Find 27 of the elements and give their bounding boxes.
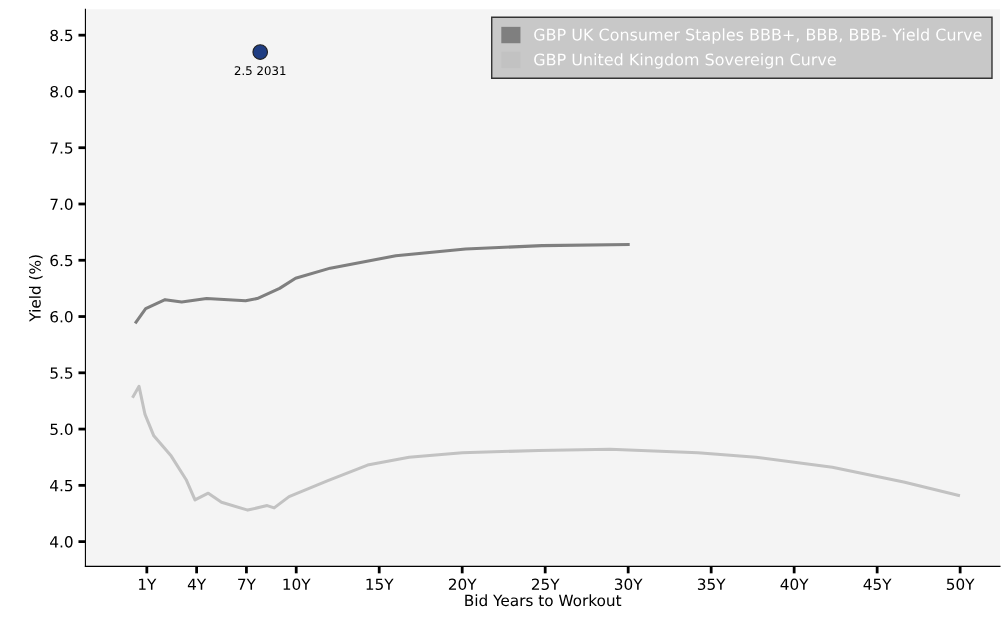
x-tick-label: 15Y (366, 578, 394, 591)
x-tick-label: 20Y (448, 578, 477, 591)
y-tick-label: 5.0 (50, 423, 73, 436)
x-tick-label: 40Y (780, 578, 809, 591)
x-tick-label: 50Y (946, 578, 975, 591)
y-tick-label: 7.5 (50, 142, 73, 154)
x-tick-label: 10Y (283, 578, 311, 591)
x-tick-label: 1Y (138, 578, 157, 590)
x-axis-title: Bid Years to Workout (465, 594, 622, 607)
x-tick-label: 35Y (697, 578, 726, 591)
y-tick-label: 8.5 (50, 29, 73, 42)
y-tick-label: 5.5 (50, 367, 73, 379)
line-series (131, 384, 961, 512)
line-series (134, 242, 630, 324)
y-tick-label: 6.5 (50, 254, 73, 267)
x-tick-label: 4Y (187, 578, 207, 590)
x-tick-label: 30Y (614, 578, 643, 591)
annotation: 2.5 2031 (234, 66, 286, 76)
y-tick-label: 4.0 (50, 536, 73, 548)
x-tick-label: 25Y (531, 578, 560, 591)
x-tick-label: 7Y (238, 578, 256, 590)
y-tick-label: 6.0 (50, 311, 73, 323)
y-axis-title: Yield (%) (28, 255, 43, 322)
x-tick-label: 45Y (863, 578, 892, 591)
y-tick-label: 4.5 (50, 480, 73, 492)
y-tick-label: 7.0 (50, 198, 73, 211)
y-tick-label: 8.0 (50, 85, 73, 98)
